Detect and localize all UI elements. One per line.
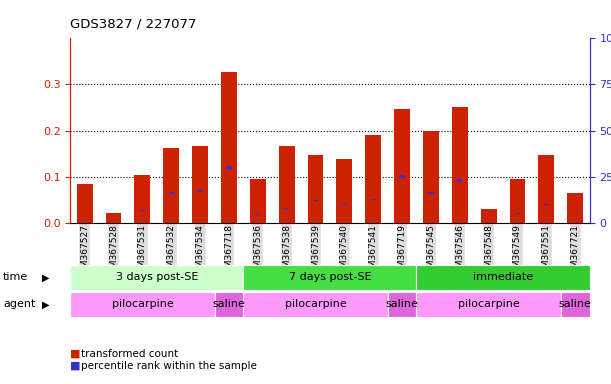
Bar [394,109,410,223]
Text: immediate: immediate [473,272,533,283]
Bar [243,292,387,317]
Bar [163,147,179,223]
Text: saline: saline [558,299,591,310]
Bar [140,210,145,211]
Bar [387,292,417,317]
Bar [428,192,434,194]
Text: 7 days post-SE: 7 days post-SE [288,272,371,283]
Text: ▶: ▶ [42,272,49,283]
Bar [417,265,590,290]
Bar [250,179,266,223]
Text: pilocarpine: pilocarpine [112,299,174,310]
Bar [243,265,417,290]
Bar [279,146,295,223]
Bar [417,292,561,317]
Text: saline: saline [386,299,419,310]
Text: transformed count: transformed count [81,349,178,359]
Bar [77,184,93,223]
Bar [169,192,174,194]
Bar [221,71,237,223]
Bar [515,213,520,214]
Bar [70,265,243,290]
Bar [192,146,208,223]
Bar [226,166,232,169]
Bar [307,154,323,223]
Bar [561,292,590,317]
Bar [365,135,381,223]
Bar [567,193,583,223]
Bar [481,209,497,223]
Text: time: time [3,272,28,283]
Bar [255,214,260,215]
Bar [214,292,243,317]
Text: pilocarpine: pilocarpine [285,299,346,310]
Text: GDS3827 / 227077: GDS3827 / 227077 [70,17,197,30]
Text: pilocarpine: pilocarpine [458,299,519,310]
Bar [197,190,203,192]
Bar [342,204,347,205]
Bar [510,179,525,223]
Bar [337,159,353,223]
Text: agent: agent [3,299,35,310]
Bar [70,292,214,317]
Text: ▶: ▶ [42,299,49,310]
Bar [423,131,439,223]
Bar [544,204,549,205]
Bar [452,107,467,223]
Text: 3 days post-SE: 3 days post-SE [115,272,198,283]
Bar [106,213,122,223]
Bar [82,215,87,216]
Bar [313,200,318,201]
Bar [538,154,554,223]
Bar [134,175,150,223]
Bar [400,175,404,178]
Text: percentile rank within the sample: percentile rank within the sample [81,361,257,371]
Text: ■: ■ [70,349,81,359]
Bar [457,179,463,182]
Bar [371,199,376,200]
Text: saline: saline [213,299,246,310]
Text: ■: ■ [70,361,81,371]
